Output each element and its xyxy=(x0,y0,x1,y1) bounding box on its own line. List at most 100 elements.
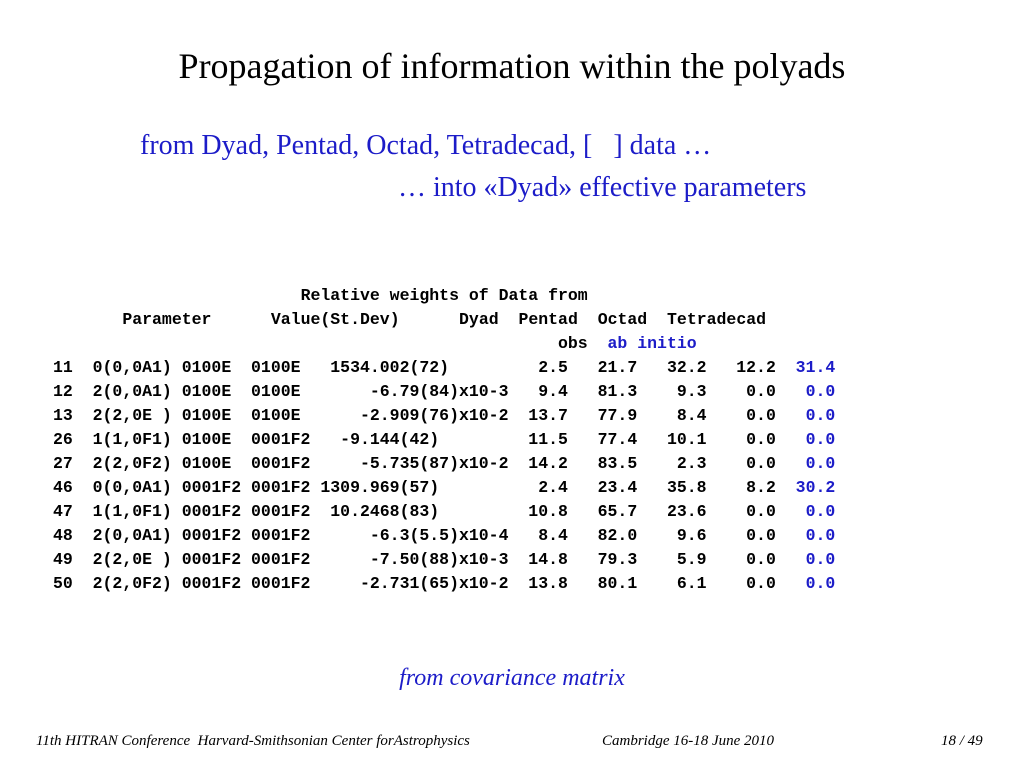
pad xyxy=(588,334,608,353)
row-pentad: 82.0 xyxy=(567,526,638,545)
row-ab-initio: 0.0 xyxy=(775,454,836,473)
row-value: -7.50(88)x10-3 xyxy=(320,550,519,569)
row-number: 48 xyxy=(53,526,93,545)
row-value: 1309.969(57) xyxy=(320,478,519,497)
row-value: -2.731(65)x10-2 xyxy=(320,574,519,593)
row-pentad: 21.7 xyxy=(567,358,638,377)
pad xyxy=(73,334,558,353)
table-row: 49 2(2,0E ) 0001F2 0001F2 -7.50(88)x10-3… xyxy=(53,548,835,572)
row-octad: 8.4 xyxy=(637,406,707,425)
table-row: 46 0(0,0A1) 0001F2 0001F2 1309.969(57) 2… xyxy=(53,476,835,500)
header-obs: obs xyxy=(558,334,588,353)
row-dyad: 11.5 xyxy=(518,430,568,449)
table-row: 11 0(0,0A1) 0100E 0100E 1534.002(72) 2.5… xyxy=(53,356,835,380)
row-dyad: 2.4 xyxy=(518,478,568,497)
row-obs: 0.0 xyxy=(706,382,776,401)
row-dyad: 2.5 xyxy=(518,358,568,377)
row-pentad: 83.5 xyxy=(567,454,638,473)
row-ab-initio: 0.0 xyxy=(775,382,836,401)
row-value: -6.79(84)x10-3 xyxy=(320,382,519,401)
row-obs: 0.0 xyxy=(706,550,776,569)
row-number: 12 xyxy=(53,382,93,401)
row-number: 46 xyxy=(53,478,93,497)
row-octad: 35.8 xyxy=(637,478,707,497)
table-row: 12 2(0,0A1) 0100E 0100E -6.79(84)x10-3 9… xyxy=(53,380,835,404)
row-value: 10.2468(83) xyxy=(320,502,519,521)
footer-page-number: 18 / 49 xyxy=(941,733,983,749)
row-number: 27 xyxy=(53,454,93,473)
row-obs: 0.0 xyxy=(706,430,776,449)
table-header-line-3: obs ab initio xyxy=(53,308,697,356)
row-number: 50 xyxy=(53,574,93,593)
row-value: -9.144(42) xyxy=(320,430,519,449)
row-pentad: 81.3 xyxy=(567,382,638,401)
row-parameter: 0(0,0A1) 0100E 0100E xyxy=(92,358,321,377)
row-ab-initio: 0.0 xyxy=(775,502,836,521)
row-dyad: 14.2 xyxy=(518,454,568,473)
header-ab-initio: ab initio xyxy=(607,334,697,353)
header-dyad: Dyad xyxy=(459,310,499,329)
subtitle-line-1: from Dyad, Pentad, Octad, Tetradecad, [ … xyxy=(140,130,712,161)
row-octad: 23.6 xyxy=(637,502,707,521)
row-pentad: 80.1 xyxy=(567,574,638,593)
table-header-line-1: Relative weights of Data from xyxy=(53,260,588,308)
row-dyad: 9.4 xyxy=(518,382,568,401)
row-pentad: 77.9 xyxy=(567,406,638,425)
row-pentad: 23.4 xyxy=(567,478,638,497)
row-parameter: 1(1,0F1) 0100E 0001F2 xyxy=(92,430,321,449)
row-dyad: 13.8 xyxy=(518,574,568,593)
row-ab-initio: 0.0 xyxy=(775,430,836,449)
header-octad: Octad xyxy=(597,310,648,329)
row-parameter: 2(2,0E ) 0100E 0100E xyxy=(92,406,321,425)
header-value: Value(St.Dev) xyxy=(270,310,400,329)
row-dyad: 14.8 xyxy=(518,550,568,569)
row-octad: 9.3 xyxy=(637,382,707,401)
relative-weights-header: Relative weights of Data from xyxy=(300,286,588,305)
row-obs: 0.0 xyxy=(706,406,776,425)
row-obs: 8.2 xyxy=(706,478,776,497)
covariance-note: from covariance matrix xyxy=(399,665,625,691)
row-parameter: 0(0,0A1) 0001F2 0001F2 xyxy=(92,478,321,497)
row-number: 26 xyxy=(53,430,93,449)
header-parameter: Parameter xyxy=(122,310,212,329)
row-obs: 0.0 xyxy=(706,454,776,473)
table-row: 13 2(2,0E ) 0100E 0100E -2.909(76)x10-2 … xyxy=(53,404,835,428)
row-value: 1534.002(72) xyxy=(320,358,519,377)
subtitle-line-2: … into «Dyad» effective parameters xyxy=(398,172,807,203)
row-ab-initio: 0.0 xyxy=(775,406,836,425)
row-octad: 32.2 xyxy=(637,358,707,377)
row-octad: 9.6 xyxy=(637,526,707,545)
row-obs: 0.0 xyxy=(706,574,776,593)
row-dyad: 10.8 xyxy=(518,502,568,521)
row-octad: 10.1 xyxy=(637,430,707,449)
row-octad: 5.9 xyxy=(637,550,707,569)
row-obs: 12.2 xyxy=(706,358,776,377)
row-value: -5.735(87)x10-2 xyxy=(320,454,519,473)
row-value: -2.909(76)x10-2 xyxy=(320,406,519,425)
row-pentad: 79.3 xyxy=(567,550,638,569)
row-number: 11 xyxy=(53,358,93,377)
table-row: 48 2(0,0A1) 0001F2 0001F2 -6.3(5.5)x10-4… xyxy=(53,524,835,548)
row-number: 47 xyxy=(53,502,93,521)
row-pentad: 65.7 xyxy=(567,502,638,521)
table-header-line-2: Parameter Value(St.Dev) Dyad Pentad Octa… xyxy=(53,284,766,332)
row-octad: 6.1 xyxy=(637,574,707,593)
row-pentad: 77.4 xyxy=(567,430,638,449)
row-octad: 2.3 xyxy=(637,454,707,473)
footer-location-date: Cambridge 16-18 June 2010 xyxy=(602,733,775,749)
table-row: 50 2(2,0F2) 0001F2 0001F2 -2.731(65)x10-… xyxy=(53,572,835,596)
row-ab-initio: 0.0 xyxy=(775,550,836,569)
row-parameter: 2(0,0A1) 0100E 0100E xyxy=(92,382,321,401)
row-parameter: 2(2,0F2) 0001F2 0001F2 xyxy=(92,574,321,593)
row-value: -6.3(5.5)x10-4 xyxy=(320,526,519,545)
row-ab-initio: 0.0 xyxy=(775,574,836,593)
row-number: 13 xyxy=(53,406,93,425)
row-obs: 0.0 xyxy=(706,502,776,521)
row-ab-initio: 31.4 xyxy=(775,358,836,377)
data-table-body: 11 0(0,0A1) 0100E 0100E 1534.002(72) 2.5… xyxy=(53,356,835,596)
table-row: 47 1(1,0F1) 0001F2 0001F2 10.2468(83) 10… xyxy=(53,500,835,524)
row-parameter: 1(1,0F1) 0001F2 0001F2 xyxy=(92,502,321,521)
slide-title: Propagation of information within the po… xyxy=(178,46,846,86)
row-parameter: 2(2,0F2) 0100E 0001F2 xyxy=(92,454,321,473)
row-dyad: 8.4 xyxy=(518,526,568,545)
